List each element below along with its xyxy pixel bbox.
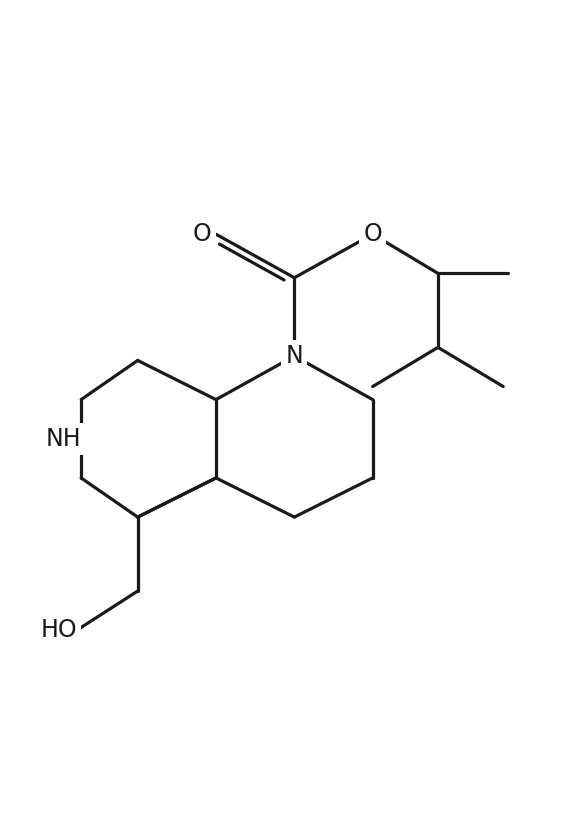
Text: N: N xyxy=(285,344,303,368)
Text: HO: HO xyxy=(40,618,77,642)
Text: O: O xyxy=(363,222,382,246)
Text: NH: NH xyxy=(45,427,81,450)
Text: O: O xyxy=(193,222,212,246)
